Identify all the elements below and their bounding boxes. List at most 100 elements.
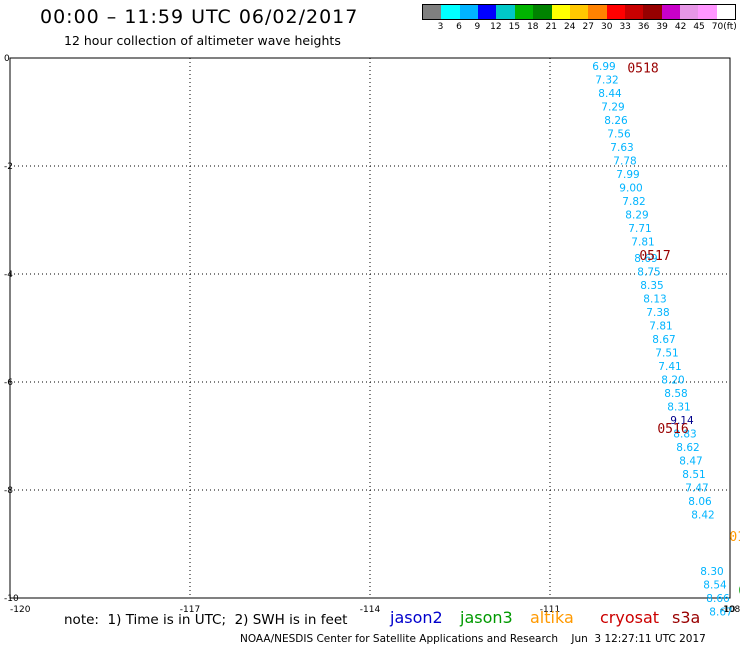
satellite-legend-item: altika: [530, 608, 574, 627]
color-swatch: [569, 5, 589, 19]
color-swatch: [551, 5, 570, 19]
data-point-label: 7.78: [613, 156, 636, 168]
color-swatch: [643, 5, 662, 19]
color-swatch: [459, 5, 479, 19]
color-legend-label: 21: [545, 22, 558, 32]
data-point-label: 8.69: [634, 253, 657, 265]
satellite-legend-item: s3a: [672, 608, 701, 627]
y-tick-label: -6: [4, 378, 13, 388]
data-point-label: 7.51: [655, 347, 678, 359]
data-point-label: 8.58: [664, 388, 687, 400]
data-point-label: 9.14: [670, 415, 694, 427]
track-time-label: 0518: [627, 62, 658, 77]
data-point-label: 7.71: [628, 223, 651, 235]
color-legend-label: 9: [474, 22, 481, 32]
data-point-label: 8.29: [625, 210, 648, 222]
data-point-label: 9.00: [619, 183, 642, 195]
color-swatch: [478, 5, 497, 19]
color-swatch: [661, 5, 681, 19]
chart-subtitle: 12 hour collection of altimeter wave hei…: [64, 33, 341, 48]
data-point-label: 7.41: [658, 361, 681, 373]
data-point-label: 8.30: [700, 566, 723, 578]
color-swatch: [680, 5, 699, 19]
x-tick-label: -117: [180, 605, 200, 615]
satellite-legend-item: cryosat: [600, 608, 660, 627]
color-legend-label: 24: [564, 22, 576, 32]
data-point-label: 8.51: [682, 469, 705, 481]
color-legend-label: 15: [508, 22, 521, 32]
track-time-label: 0107: [729, 530, 740, 545]
color-legend-label: 3: [437, 22, 444, 32]
data-point-label: 7.56: [607, 129, 631, 141]
color-legend-bar: [422, 4, 736, 20]
data-point-label: 7.82: [622, 196, 645, 208]
x-tick-label: -10: [721, 605, 736, 615]
y-tick-label: -10: [4, 594, 19, 604]
color-legend-label: 39: [656, 22, 668, 32]
satellite-legend-item: jason3: [460, 608, 513, 627]
color-swatch: [624, 5, 644, 19]
data-point-label: 8.66: [706, 593, 730, 605]
data-point-label: 8.42: [691, 509, 714, 521]
color-legend-label: 33: [619, 22, 631, 32]
color-swatch: [441, 5, 460, 19]
satellite-legend-item: jason2: [390, 608, 443, 627]
color-swatch: [606, 5, 625, 19]
data-point-label: 6.99: [592, 61, 615, 73]
data-point-label: 8.67: [709, 607, 732, 619]
data-point-label: 8.54: [703, 580, 727, 592]
data-point-label: 7.38: [646, 307, 669, 319]
color-swatch: [716, 5, 736, 19]
data-point-label: 8.26: [604, 115, 628, 127]
data-point-label: 8.06: [688, 496, 712, 508]
color-legend-label: 45: [693, 22, 705, 32]
data-point-label: 8.44: [598, 88, 622, 100]
x-tick-label: -120: [10, 605, 31, 615]
x-tick-label: -108: [720, 605, 740, 615]
color-swatch: [514, 5, 534, 19]
chart-note: note: 1) Time is in UTC; 2) SWH is in fe…: [64, 612, 348, 628]
data-point-label: 8.83: [673, 428, 696, 440]
y-tick-label: 0: [4, 54, 10, 64]
data-point-label: 7.29: [601, 102, 624, 114]
chart-title: 00:00 – 11:59 UTC 06/02/2017: [40, 6, 359, 28]
data-point-label: 8.75: [637, 266, 660, 278]
color-swatch: [698, 5, 717, 19]
y-tick-label: -8: [4, 486, 13, 496]
color-legend-unit: (ft): [723, 22, 737, 32]
color-legend-label: 18: [527, 22, 539, 32]
data-point-label: 8.35: [640, 280, 663, 292]
data-point-label: 7.81: [649, 320, 672, 332]
color-legend-label: 36: [637, 22, 650, 32]
data-point-label: 8.67: [652, 334, 675, 346]
color-legend-label: 6: [456, 22, 462, 32]
track-time-label: 0025: [738, 584, 740, 599]
data-point-label: 8.62: [676, 442, 699, 454]
track-time-label: 0516: [657, 422, 688, 437]
color-legend-label: 42: [674, 22, 687, 32]
x-tick-label: -111: [540, 605, 560, 615]
color-legend-label: 12: [490, 22, 502, 32]
color-swatch: [588, 5, 607, 19]
color-swatch: [496, 5, 515, 19]
color-swatch: [423, 5, 442, 19]
data-point-label: 8.13: [643, 293, 666, 305]
data-point-label: 8.31: [667, 401, 690, 413]
data-point-label: 7.63: [610, 142, 633, 154]
data-point-label: 8.20: [661, 374, 684, 386]
data-point-label: 7.47: [685, 482, 708, 494]
data-point-label: 7.81: [631, 237, 654, 249]
color-legend-label: 27: [582, 22, 594, 32]
data-point-label: 8.47: [679, 455, 702, 467]
color-swatch: [533, 5, 552, 19]
credit-line: NOAA/NESDIS Center for Satellite Applica…: [240, 633, 706, 645]
data-point-label: 7.99: [616, 169, 639, 181]
x-tick-label: -114: [360, 605, 381, 615]
track-time-label: 0517: [639, 249, 670, 264]
y-tick-label: -2: [4, 162, 13, 172]
color-legend-label: 70: [711, 22, 724, 32]
data-point-label: 7.32: [595, 75, 618, 87]
y-tick-label: -4: [4, 270, 13, 280]
color-legend-label: 30: [600, 22, 613, 32]
